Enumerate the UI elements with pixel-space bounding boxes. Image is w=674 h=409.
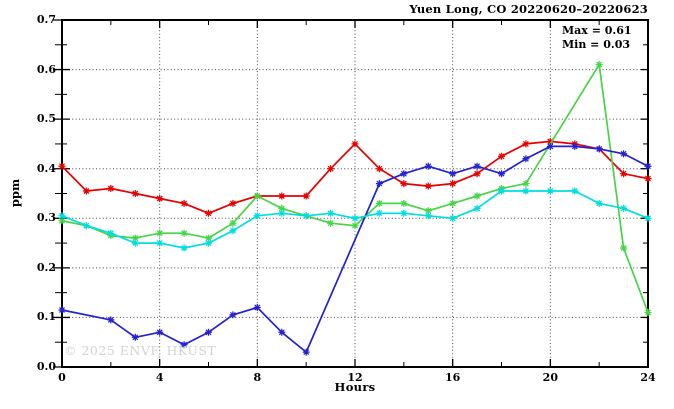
- max-value-label: Max = 0.61: [562, 24, 632, 37]
- y-tick-label: 0.1: [36, 310, 56, 324]
- y-tick-label: 0.6: [36, 62, 56, 76]
- x-axis-label: Hours: [334, 380, 376, 394]
- y-tick-label: 0.2: [36, 260, 56, 274]
- y-tick-label: 0.5: [36, 112, 56, 126]
- y-tick-label: 0.7: [36, 13, 56, 26]
- series-green-markers: [58, 61, 652, 316]
- y-tick-label: 0.3: [36, 211, 56, 225]
- x-tick-label: 8: [253, 371, 262, 384]
- y-axis-label: ppm: [8, 178, 22, 208]
- x-tick-label: 24: [640, 371, 656, 384]
- y-tick-label: 0.4: [36, 161, 56, 175]
- watermark: © 2025 ENVF, HKUST: [64, 343, 217, 358]
- x-tick-label: 0: [58, 371, 66, 384]
- plot-frame: [61, 19, 649, 368]
- x-tick-label: 4: [155, 371, 164, 384]
- x-tick-label: 16: [445, 371, 461, 384]
- series-cyan-markers: [58, 187, 652, 252]
- y-tick-label: 0.0: [36, 360, 56, 373]
- min-value-label: Min = 0.03: [562, 38, 631, 51]
- x-tick-label: 20: [542, 371, 558, 384]
- series-blue-line: [61, 145, 649, 353]
- chart-title: Yuen Long, CO 20220620–20220623: [409, 2, 648, 16]
- max-min-annotation: Max = 0.61 Min = 0.03: [562, 24, 632, 52]
- x-tick-label: 12: [347, 371, 363, 384]
- series-blue-markers: [58, 142, 652, 356]
